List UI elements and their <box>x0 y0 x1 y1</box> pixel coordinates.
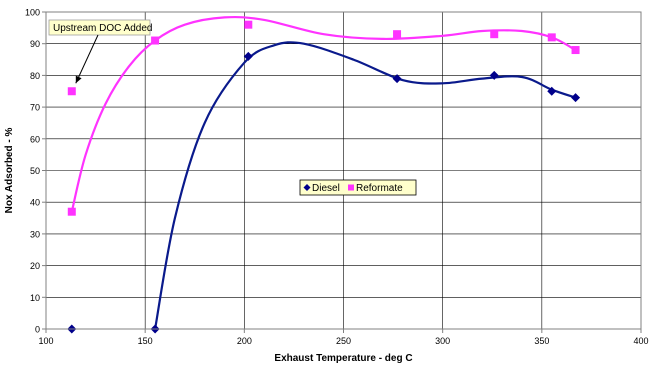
point-diesel-2 <box>243 51 253 61</box>
x-tick-label-350: 350 <box>534 336 549 346</box>
y-tick-label-60: 60 <box>30 134 40 144</box>
point-diesel-4 <box>489 70 499 80</box>
x-tick-label-300: 300 <box>435 336 450 346</box>
point-diesel-5 <box>547 86 557 96</box>
annotation-text: Upstream DOC Added <box>53 23 153 34</box>
plot-frame <box>45 11 642 330</box>
y-tick-label-0: 0 <box>35 325 40 335</box>
y-tick-label-20: 20 <box>30 261 40 271</box>
y-tick-label-100: 100 <box>25 8 40 18</box>
annotation-arrowhead <box>75 75 82 84</box>
y-axis-label: Nox Adsorbed - % <box>4 128 15 214</box>
point-diesel-6 <box>571 93 581 103</box>
point-reformate-7 <box>571 46 580 55</box>
y-tick-label-80: 80 <box>30 71 40 81</box>
point-reformate-3 <box>244 20 253 29</box>
y-tick-label-90: 90 <box>30 39 40 49</box>
legend-reformate-label: Reformate <box>356 183 403 194</box>
point-reformate-0 <box>67 207 76 216</box>
x-tick-label-200: 200 <box>237 336 252 346</box>
annotation-arrow <box>75 34 99 84</box>
point-reformate-5 <box>490 30 499 39</box>
annotation: Upstream DOC Added <box>48 19 153 84</box>
trendline-diesel <box>154 41 576 330</box>
y-tick-label-40: 40 <box>30 198 40 208</box>
legend-reformate-marker <box>348 184 354 191</box>
point-diesel-3 <box>392 74 402 84</box>
x-tick-label-400: 400 <box>633 336 648 346</box>
annotation-box <box>48 19 151 36</box>
point-reformate-4 <box>393 30 402 39</box>
legend-diesel-label: Diesel <box>312 183 340 194</box>
point-reformate-2 <box>151 36 160 45</box>
x-tick-label-100: 100 <box>38 336 53 346</box>
legend-entry-reformate: Reformate <box>348 183 403 194</box>
y-tick-label-30: 30 <box>30 229 40 239</box>
x-tick-label-250: 250 <box>336 336 351 346</box>
x-tick-label-150: 150 <box>138 336 153 346</box>
point-reformate-1 <box>67 87 76 96</box>
legend-diesel-marker <box>303 184 311 191</box>
point-reformate-6 <box>547 33 556 42</box>
legend: Diesel Reformate <box>299 179 417 196</box>
tick-labels: 0 10 20 30 40 50 60 70 80 90 100 100 150 200 250 300 350… <box>25 8 649 347</box>
legend-box <box>299 179 417 196</box>
y-tick-label-10: 10 <box>30 293 40 303</box>
x-axis-label: Exhaust Temperature - deg C <box>274 353 412 364</box>
data-markers <box>67 20 581 334</box>
y-tick-label-70: 70 <box>30 103 40 113</box>
trendlines <box>70 15 577 330</box>
y-tick-label-50: 50 <box>30 166 40 176</box>
trendline-reformate <box>70 15 577 212</box>
legend-entry-diesel: Diesel <box>303 183 340 194</box>
